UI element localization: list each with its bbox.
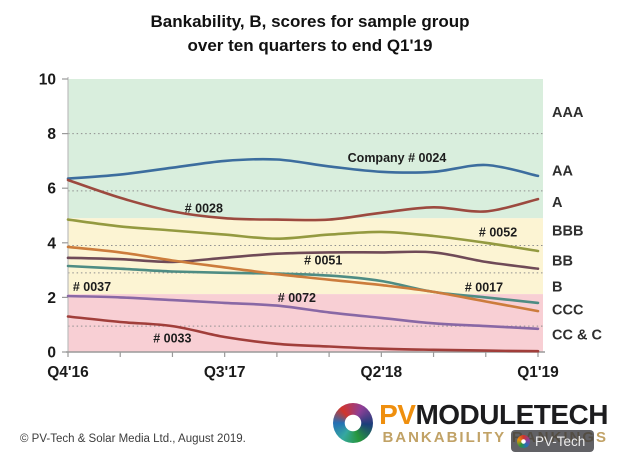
rating-label-A: A xyxy=(552,195,563,211)
rating-label-CCC: CC & C xyxy=(552,327,602,343)
copyright-text: © PV-Tech & Solar Media Ltd., August 201… xyxy=(20,433,246,445)
logo-moduletech-text: MODULETECH xyxy=(415,399,608,430)
series-line-0024 xyxy=(66,157,540,180)
series-line-0017 xyxy=(66,264,540,305)
rating-label-B: B xyxy=(552,279,562,295)
chart-title-line1: Bankability, B, scores for sample group xyxy=(150,12,470,31)
y-tick-label-4: 4 xyxy=(47,235,56,252)
rating-label-CCC: CCC xyxy=(552,303,584,319)
chart-title: Bankability, B, scores for sample group … xyxy=(0,10,620,58)
annotation-0028: # 0028 xyxy=(185,202,223,216)
y-tick-label-0: 0 xyxy=(47,345,56,362)
rating-label-AA: AA xyxy=(552,163,573,179)
series-line-0037 xyxy=(66,294,540,331)
x-tick-label-Q3'17: Q3'17 xyxy=(204,364,246,381)
watermark-text: PV-Tech xyxy=(535,433,586,449)
rating-label-BBB: BBB xyxy=(552,224,583,240)
series-line-0051 xyxy=(66,250,540,270)
y-tick-label-8: 8 xyxy=(47,126,56,143)
logo-main-text: PVMODULETECH xyxy=(379,401,608,429)
rating-label-AAA: AAA xyxy=(552,105,584,121)
x-tick-label-Q1'19: Q1'19 xyxy=(517,364,559,381)
y-tick-label-2: 2 xyxy=(47,290,56,307)
bankability-line-chart: 0 2 4 6 8 10 Q4'16 Q3'17 Q2'18 Q1'19 Company # 002… xyxy=(39,72,603,382)
rating-label-BB: BB xyxy=(552,254,573,270)
pv-moduletech-ring-icon xyxy=(333,403,374,443)
annotation-0072: # 0072 xyxy=(278,291,316,305)
pv-moduletech-logo: PVMODULETECH BANKABILITY RANKINGS xyxy=(333,401,608,447)
series-line-0028 xyxy=(66,178,540,222)
y-tick-label-6: 6 xyxy=(47,181,56,198)
annotation-0051: # 0051 xyxy=(304,253,342,267)
series-line-0033 xyxy=(66,315,540,353)
annotation-0024: Company # 0024 xyxy=(348,151,447,165)
y-tick-label-10: 10 xyxy=(39,72,56,89)
series-line-0072 xyxy=(66,245,540,313)
pv-tech-watermark: PV-Tech xyxy=(511,430,595,452)
x-tick-label-Q2'18: Q2'18 xyxy=(361,364,403,381)
band-a-grades xyxy=(68,79,543,219)
chart-title-line2: over ten quarters to end Q1'19 xyxy=(187,36,433,56)
series-line-0052 xyxy=(66,218,540,253)
annotation-0017: # 0017 xyxy=(465,280,503,294)
logo-pv-text: PV xyxy=(379,399,416,430)
annotation-0052: # 0052 xyxy=(479,225,517,239)
annotation-0037: # 0037 xyxy=(73,280,111,294)
annotation-0033: # 0033 xyxy=(153,331,191,345)
pv-tech-flower-icon xyxy=(517,434,530,448)
x-tick-label-Q4'16: Q4'16 xyxy=(47,364,89,381)
